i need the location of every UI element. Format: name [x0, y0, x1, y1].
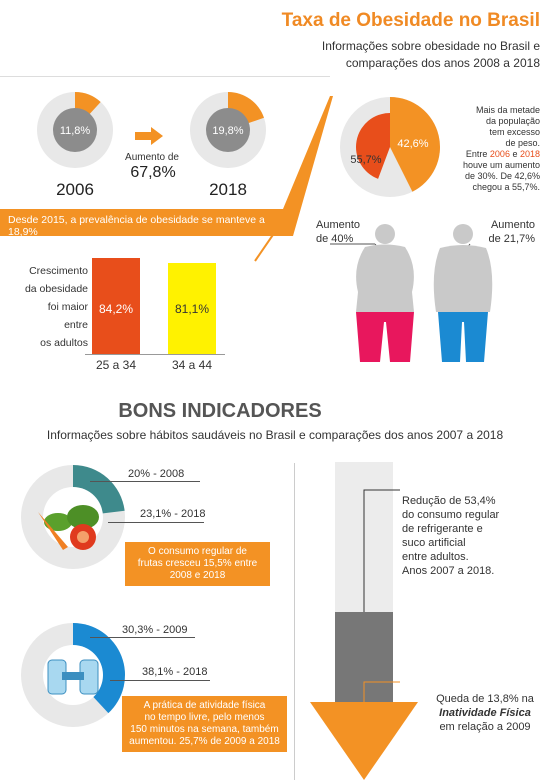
box-line: frutas cresceu 15,5% entre: [137, 558, 258, 569]
male-silhouette-icon: [433, 224, 493, 362]
year-highlight: 2018: [519, 149, 540, 159]
page-title: Taxa de Obesidade no Brasil: [281, 10, 540, 31]
text-part: Entre: [465, 149, 490, 159]
section-heading: BONS INDICADORES: [118, 400, 322, 422]
text-line: entre: [64, 319, 88, 331]
soda-text: Redução de 53,4% do consumo regular de r…: [402, 494, 542, 578]
exercise-leader: [110, 680, 210, 681]
text-line: Anos 2007 a 2018.: [402, 565, 495, 577]
box-line: 150 minutos na semana, também: [130, 724, 279, 735]
text-line: foi maior: [47, 301, 88, 313]
text-line: suco artificial: [402, 537, 466, 549]
band-diagonal: [0, 96, 333, 262]
text-line: da população: [485, 116, 540, 126]
exercise-label-a: 30,3% - 2009: [122, 624, 188, 636]
year-highlight: 2006: [489, 149, 510, 159]
male-increase-label: Aumento de 21,7%: [470, 218, 535, 246]
age-bar-label: 25 a 34: [95, 358, 137, 372]
pie-center: [206, 108, 250, 152]
age-bar-34-44: [168, 263, 216, 354]
box-line: aumentou. 25,7% de 2009 a 2018: [129, 736, 280, 747]
section-subheading: Informações sobre hábitos saudáveis no B…: [46, 428, 504, 442]
text-line: Crescimento: [29, 265, 88, 277]
text-line: de refrigerante e: [402, 523, 483, 535]
box-line: O consumo regular de: [148, 546, 247, 557]
fruits-leader: [90, 481, 200, 482]
pie-slice-outer: [390, 97, 440, 192]
text-line: os adultos: [40, 337, 88, 349]
label-line: de 40%: [316, 233, 354, 245]
fruits-label-b: 23,1% - 2018: [140, 508, 206, 520]
down-arrow-chart: [310, 462, 418, 780]
fruits-leader: [108, 522, 204, 523]
age-bar-value: 84,2%: [98, 302, 134, 316]
exercise-leader: [90, 637, 195, 638]
vertical-divider: [294, 463, 295, 780]
pie-2006: 11,8%: [37, 92, 113, 168]
female-increase-label: Aumento de 40%: [316, 218, 360, 246]
text-line: Queda de 13,8% na: [436, 693, 534, 705]
text-line: houve um aumento: [462, 160, 540, 170]
age-bar-label: 34 a 44: [171, 358, 213, 372]
dumbbell-icon: [47, 659, 99, 695]
text-line: entre adultos.: [402, 551, 469, 563]
label-line: Aumento: [490, 219, 535, 231]
obesity-band-text: Desde 2015, a prevalência de obesidade s…: [8, 214, 265, 238]
fruits-box: O consumo regular de frutas cresceu 15,5…: [125, 542, 270, 586]
overweight-inner-label: 55,7%: [350, 154, 381, 166]
exercise-label-b: 38,1% - 2018: [142, 666, 208, 678]
box-line: no tempo livre, pelo menos: [144, 712, 265, 723]
age-axis: [85, 354, 225, 355]
exercise-pie: [21, 623, 126, 727]
pie-slice-inner: [356, 113, 390, 179]
box-line: 2008 e 2018: [169, 570, 226, 581]
pie-center: [53, 108, 97, 152]
text-line: da obesidade: [24, 283, 88, 295]
text-line: em relação a 2009: [439, 721, 531, 733]
pie-2018: 19,8%: [190, 92, 266, 168]
subtitle-line: Informações sobre obesidade no Brasil e: [321, 39, 540, 53]
gender-figures: [330, 224, 493, 362]
fruits-pie: [21, 465, 125, 569]
female-silhouette-icon: [356, 224, 414, 362]
exercise-box: A prática de atividade física no tempo l…: [122, 696, 287, 752]
top-divider: [0, 76, 330, 77]
fruits-label-a: 20% - 2008: [128, 468, 185, 480]
text-line: tem excesso: [489, 127, 540, 137]
text-line: do consumo regular: [402, 509, 500, 521]
inactivity-text: Queda de 13,8% na Inatividade Física em …: [425, 692, 545, 734]
age-growth-text: Crescimento da obesidade foi maior entre…: [18, 262, 88, 352]
pie-2006-label: 11,8%: [60, 125, 91, 137]
pie-2018-label: 19,8%: [212, 125, 243, 137]
overweight-pie: 42,6% 55,7%: [340, 97, 440, 197]
arrow-right-icon: [135, 127, 163, 145]
label-line: de 21,7%: [488, 233, 535, 245]
increase-label: Aumento de: [125, 152, 179, 163]
page-subtitle: Informações sobre obesidade no Brasil e …: [250, 38, 540, 72]
age-bar-value: 81,1%: [174, 302, 210, 316]
text-line: Mais da metade: [475, 105, 540, 115]
text-part: e: [509, 149, 520, 159]
text-line: de peso.: [505, 138, 540, 148]
text-line: de 30%. De 42,6%: [464, 171, 540, 181]
arrow-head: [310, 702, 418, 780]
subtitle-line: comparações dos anos 2008 a 2018: [345, 56, 540, 70]
text-line: Inatividade Física: [439, 707, 531, 719]
overweight-text: Mais da metade da população tem excesso …: [430, 105, 540, 193]
text-line: Redução de 53,4%: [402, 495, 496, 507]
year-2018: 2018: [209, 180, 247, 199]
box-line: A prática de atividade física: [143, 700, 266, 711]
age-bar-25-34: [92, 258, 140, 354]
text-line: chegou a 55,7%.: [472, 182, 540, 192]
text-line: Entre 2006 e 2018: [430, 149, 540, 160]
vegetables-icon: [38, 505, 99, 550]
increase-value: 67,8%: [130, 164, 176, 181]
overweight-outer-label: 42,6%: [397, 138, 428, 150]
year-2006: 2006: [56, 180, 94, 199]
label-line: Aumento: [316, 219, 361, 231]
